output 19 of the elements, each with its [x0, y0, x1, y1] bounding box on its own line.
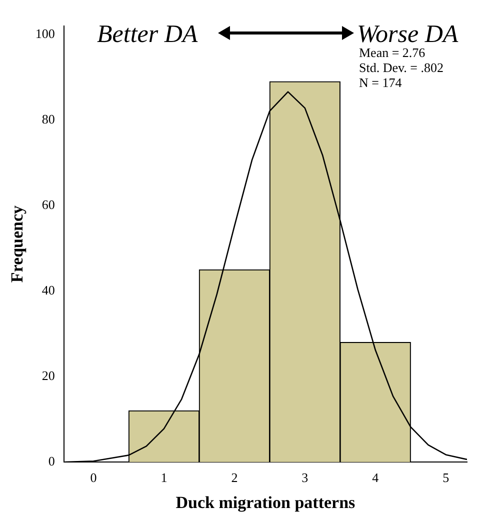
- x-tick-label: 5: [442, 470, 450, 486]
- y-tick-label: 60: [42, 196, 55, 212]
- x-tick-label: 4: [372, 470, 380, 486]
- x-tick-label: 0: [90, 470, 97, 486]
- annotation: N = 174: [359, 75, 402, 90]
- annotation: Worse DA: [357, 21, 459, 48]
- y-axis-title: Frequency: [8, 204, 27, 283]
- x-axis-title: Duck migration patterns: [176, 493, 356, 512]
- y-tick-label: 20: [42, 368, 55, 383]
- x-tick-label: 1: [160, 470, 168, 486]
- y-tick-label: 0: [48, 453, 55, 468]
- y-tick-label: 80: [42, 111, 55, 126]
- annotation: Better DA: [97, 21, 198, 48]
- annotation: Std. Dev. = .802: [359, 60, 444, 75]
- annotation: Mean = 2.76: [359, 45, 426, 60]
- y-tick-label: 100: [35, 26, 55, 41]
- y-tick-label: 40: [42, 282, 55, 298]
- x-tick-label: 2: [231, 470, 238, 486]
- x-tick-label: 3: [302, 470, 308, 486]
